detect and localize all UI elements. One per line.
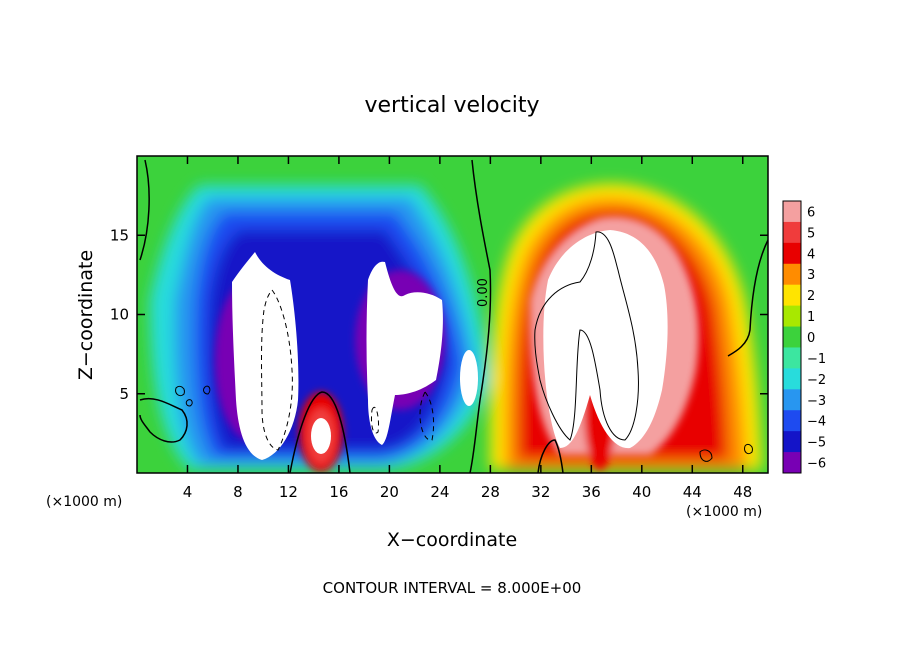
contour-interval-footer: CONTOUR INTERVAL = 8.000E+00 (323, 579, 582, 597)
zero-contour-lower-mid (289, 391, 351, 473)
x-tick-label: 4 (183, 483, 193, 501)
plot-area: 0.00 (137, 156, 768, 473)
contour-label: 0.00 (476, 278, 491, 307)
zero-contour-right (727, 239, 768, 357)
colorbar-swatch (783, 263, 801, 286)
colorbar-swatch (783, 305, 801, 328)
x-tick-label: 28 (481, 483, 500, 501)
zero-contour-middle (469, 159, 492, 473)
small-contour-d (744, 443, 753, 455)
contour-lines (139, 159, 768, 473)
negative-contour-1 (261, 289, 293, 451)
colorbar-label: 3 (807, 268, 815, 283)
x-axis-label: X−coordinate (387, 529, 517, 551)
x-tick-label: 48 (733, 483, 752, 501)
colorbar-swatch (783, 326, 801, 348)
colorbar-swatch (783, 452, 801, 474)
colorbar-swatch (783, 201, 801, 223)
x-tick-label: 8 (233, 483, 243, 501)
colorbar-label: −4 (807, 415, 826, 430)
colorbar-swatch (783, 242, 801, 265)
y-tick-label: 15 (110, 226, 129, 244)
small-contour-e (699, 449, 713, 462)
colorbar-swatch (783, 410, 801, 432)
colorbar-swatch (783, 431, 801, 453)
x-tick-label: 16 (329, 483, 348, 501)
x-tick-label: 20 (380, 483, 399, 501)
inner-contour-updraft (534, 231, 639, 441)
zero-contour-left (139, 159, 150, 261)
x-tick-label: 36 (582, 483, 601, 501)
colorbar-swatch (783, 368, 801, 390)
colorbar-label: 1 (807, 310, 815, 325)
colorbar-label: −5 (807, 436, 826, 451)
colorbar-swatch (783, 389, 801, 411)
colorbar-swatch (783, 221, 801, 244)
zero-contour-trough (537, 439, 564, 473)
white-regions (232, 230, 668, 460)
colorbar-frame (782, 200, 802, 474)
colorbar-label: 2 (807, 289, 815, 304)
negative-contour-2 (371, 407, 379, 434)
x-unit-right: (×1000 m) (686, 504, 762, 520)
x-tick-label: 44 (683, 483, 702, 501)
colorbar-label: −6 (807, 457, 826, 472)
y-tick-label: 10 (110, 306, 129, 324)
y-axis-ticks: 5 10 15 (110, 226, 768, 403)
colorbar-label: 4 (807, 247, 815, 262)
x-tick-label: 32 (531, 483, 550, 501)
x-tick-label: 40 (632, 483, 651, 501)
x-tick-label: 24 (430, 483, 449, 501)
y-tick-label: 5 (119, 385, 129, 403)
colorbar-label: −2 (807, 373, 826, 388)
chart-title: vertical velocity (364, 93, 539, 118)
colorbar-label: 0 (807, 331, 815, 346)
colorbar-swatch (783, 347, 801, 369)
small-contour-a (175, 385, 185, 397)
colorbar-label: 6 (807, 205, 815, 220)
colorbar-swatch (783, 284, 801, 307)
small-contour-c (185, 399, 193, 407)
zero-contour-bottom-left (139, 398, 188, 443)
y-axis-label: Z−coordinate (75, 250, 97, 380)
x-axis-ticks: 4 8 12 16 20 24 28 32 36 40 44 48 (183, 156, 752, 501)
colorbar-label: −1 (807, 352, 826, 367)
negative-contour-3 (419, 391, 435, 441)
colorbar-label: −3 (807, 394, 826, 409)
colorbar-label: 5 (807, 226, 815, 241)
colorbar: 6 5 4 3 2 1 0 −1 −2 −3 −4 −5 −6 (782, 200, 826, 474)
x-unit-left: (×1000 m) (46, 494, 122, 510)
small-contour-b (203, 385, 211, 395)
x-tick-label: 12 (279, 483, 298, 501)
